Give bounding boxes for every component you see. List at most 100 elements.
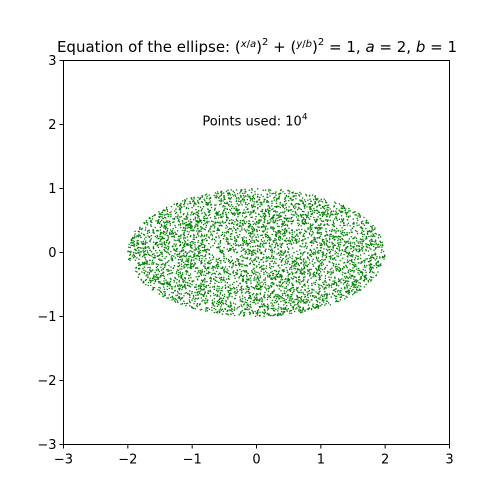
scatter-point bbox=[316, 237, 318, 239]
scatter-point bbox=[243, 199, 245, 202]
scatter-point bbox=[164, 244, 167, 246]
scatter-point bbox=[251, 225, 253, 227]
scatter-point bbox=[204, 286, 207, 288]
scatter-point bbox=[228, 208, 231, 211]
scatter-point bbox=[308, 232, 311, 234]
scatter-point bbox=[305, 260, 307, 262]
scatter-point bbox=[332, 220, 334, 222]
scatter-point bbox=[261, 311, 264, 314]
scatter-point bbox=[291, 298, 293, 300]
scatter-point bbox=[165, 224, 168, 226]
scatter-point bbox=[293, 231, 296, 233]
scatter-point bbox=[349, 215, 351, 217]
scatter-point bbox=[146, 230, 149, 232]
scatter-point bbox=[247, 290, 250, 293]
scatter-point bbox=[362, 259, 365, 262]
scatter-point bbox=[282, 308, 285, 310]
scatter-point bbox=[241, 291, 243, 293]
scatter-point bbox=[242, 211, 244, 213]
scatter-point bbox=[193, 230, 195, 232]
scatter-point bbox=[257, 251, 259, 253]
scatter-point bbox=[180, 293, 183, 295]
scatter-point bbox=[224, 205, 226, 208]
scatter-point bbox=[283, 251, 286, 254]
scatter-point bbox=[287, 284, 289, 286]
scatter-point bbox=[158, 213, 161, 215]
scatter-point bbox=[292, 214, 294, 216]
scatter-point bbox=[174, 276, 176, 279]
scatter-point bbox=[222, 211, 224, 214]
scatter-point bbox=[192, 280, 195, 282]
scatter-point bbox=[291, 235, 294, 238]
scatter-point bbox=[370, 248, 372, 250]
scatter-point bbox=[221, 308, 224, 311]
scatter-point bbox=[199, 226, 202, 228]
scatter-point bbox=[174, 212, 177, 215]
scatter-point bbox=[134, 233, 136, 235]
scatter-point bbox=[233, 227, 236, 230]
scatter-point bbox=[246, 242, 248, 245]
scatter-point bbox=[310, 215, 312, 218]
scatter-point bbox=[307, 279, 310, 281]
scatter-point bbox=[358, 285, 360, 287]
scatter-point bbox=[185, 271, 188, 273]
scatter-point bbox=[233, 306, 236, 308]
scatter-point bbox=[277, 230, 279, 232]
scatter-point bbox=[289, 302, 292, 305]
scatter-point bbox=[254, 245, 257, 248]
scatter-point bbox=[244, 298, 247, 301]
scatter-point bbox=[330, 296, 333, 298]
scatter-point bbox=[175, 208, 177, 210]
scatter-point bbox=[294, 192, 297, 195]
scatter-point bbox=[313, 216, 315, 219]
scatter-point bbox=[268, 273, 270, 275]
scatter-point bbox=[242, 192, 244, 195]
scatter-point bbox=[164, 221, 167, 223]
scatter-point bbox=[181, 222, 184, 225]
scatter-point bbox=[298, 206, 300, 209]
scatter-point bbox=[317, 211, 320, 214]
scatter-point bbox=[146, 241, 148, 244]
scatter-point bbox=[215, 258, 218, 260]
scatter-point bbox=[328, 260, 330, 263]
scatter-point bbox=[218, 277, 221, 279]
scatter-point bbox=[195, 211, 198, 214]
scatter-point bbox=[249, 257, 252, 259]
scatter-point bbox=[328, 248, 331, 251]
scatter-point bbox=[257, 271, 259, 274]
scatter-point bbox=[286, 281, 288, 283]
scatter-point bbox=[221, 313, 224, 315]
scatter-point bbox=[138, 234, 140, 237]
scatter-point bbox=[203, 260, 206, 262]
scatter-point bbox=[324, 304, 326, 306]
scatter-point bbox=[177, 301, 179, 304]
scatter-point bbox=[271, 292, 274, 294]
scatter-point bbox=[262, 230, 264, 233]
scatter-point bbox=[176, 290, 179, 293]
scatter-point bbox=[337, 252, 339, 255]
scatter-point bbox=[311, 227, 313, 229]
scatter-point bbox=[311, 194, 314, 196]
scatter-point bbox=[225, 299, 227, 302]
scatter-point bbox=[328, 255, 331, 258]
scatter-point bbox=[263, 304, 266, 307]
scatter-point bbox=[314, 262, 316, 264]
scatter-point bbox=[268, 190, 270, 192]
scatter-point bbox=[163, 283, 166, 285]
scatter-point bbox=[176, 269, 179, 271]
scatter-point bbox=[303, 213, 305, 216]
scatter-point bbox=[248, 297, 250, 300]
scatter-point bbox=[248, 311, 251, 314]
scatter-point bbox=[254, 270, 256, 272]
scatter-point bbox=[326, 239, 328, 242]
scatter-point bbox=[367, 246, 369, 249]
scatter-point bbox=[203, 198, 205, 200]
scatter-point bbox=[375, 263, 377, 265]
scatter-point bbox=[249, 236, 252, 238]
scatter-point bbox=[356, 286, 359, 288]
scatter-point bbox=[241, 295, 244, 297]
scatter-point bbox=[187, 282, 189, 284]
scatter-point bbox=[184, 242, 186, 244]
scatter-point bbox=[183, 237, 185, 240]
scatter-point bbox=[296, 250, 298, 253]
